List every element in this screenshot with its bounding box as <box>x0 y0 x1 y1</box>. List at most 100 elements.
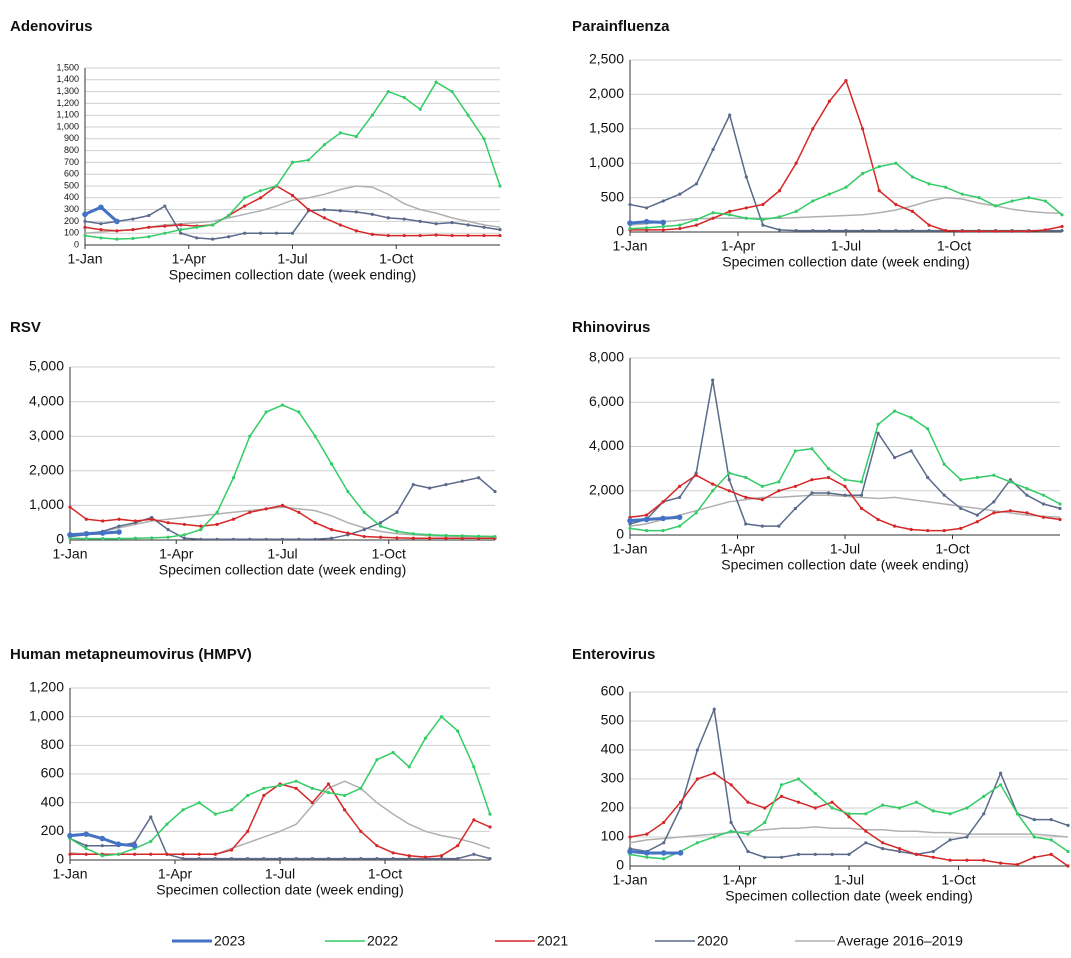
data-point <box>482 137 486 141</box>
data-point <box>418 219 422 223</box>
data-point <box>456 856 460 861</box>
data-point <box>411 483 415 487</box>
data-point <box>482 233 486 238</box>
data-point <box>395 529 399 533</box>
x-axis-label: Specimen collection date (week ending) <box>169 267 416 283</box>
data-point <box>728 209 732 213</box>
data-point <box>115 237 119 241</box>
data-point <box>678 192 682 196</box>
legend-label: 2022 <box>367 933 398 949</box>
x-tick-label: 1-Jul <box>277 251 307 267</box>
data-point <box>115 841 122 848</box>
data-point <box>258 196 263 200</box>
data-point <box>644 528 649 533</box>
data-point <box>1066 864 1070 868</box>
data-point <box>830 852 834 857</box>
data-point <box>466 223 470 227</box>
y-tick-label: 900 <box>64 133 79 143</box>
data-point <box>975 475 979 480</box>
data-point <box>359 786 363 790</box>
y-tick-label: 3,000 <box>29 427 64 443</box>
data-point <box>712 707 716 712</box>
data-point <box>460 479 464 483</box>
data-point <box>179 223 183 227</box>
data-point <box>1058 502 1062 506</box>
data-point <box>262 793 266 798</box>
data-point <box>944 229 948 233</box>
data-point <box>810 491 814 495</box>
data-point <box>844 229 848 233</box>
data-point <box>343 856 347 861</box>
x-tick-label: 1-Jul <box>834 872 864 888</box>
series-line <box>69 506 495 538</box>
data-point <box>643 516 650 523</box>
data-point <box>163 204 167 208</box>
data-point <box>744 475 748 480</box>
data-point <box>942 528 946 533</box>
data-point <box>678 484 682 488</box>
data-point <box>914 800 918 804</box>
data-point <box>313 537 317 541</box>
data-point <box>213 852 217 856</box>
data-point <box>1015 862 1020 867</box>
data-point <box>149 815 153 819</box>
data-point <box>402 95 406 100</box>
data-point <box>777 524 781 528</box>
data-point <box>894 229 898 233</box>
data-point <box>1049 838 1053 842</box>
data-point <box>982 858 986 862</box>
data-point <box>695 777 699 781</box>
data-point <box>796 777 801 781</box>
data-point <box>498 228 502 232</box>
data-point <box>728 113 732 117</box>
data-point <box>133 536 137 540</box>
data-point <box>229 848 234 852</box>
data-point <box>813 806 817 810</box>
data-point <box>199 528 203 532</box>
data-point <box>359 829 363 833</box>
data-point <box>843 493 847 497</box>
data-point <box>628 202 632 207</box>
data-point <box>746 800 750 804</box>
data-point <box>391 750 395 755</box>
data-point <box>927 182 931 186</box>
data-point <box>166 528 170 532</box>
data-point <box>131 228 135 232</box>
data-point <box>661 199 665 203</box>
y-tick-label: 200 <box>601 799 625 815</box>
data-point <box>411 532 415 536</box>
data-point <box>628 835 632 839</box>
data-point <box>662 841 666 845</box>
data-point <box>411 536 415 540</box>
data-point <box>965 806 969 810</box>
data-point <box>258 231 263 235</box>
data-point <box>117 517 121 521</box>
legend-label: 2021 <box>537 933 568 949</box>
data-point <box>948 858 952 862</box>
data-point <box>1049 852 1053 857</box>
data-point <box>1008 509 1012 513</box>
chart-title: Enterovirus <box>572 646 655 663</box>
data-point <box>99 228 103 232</box>
series-line <box>629 826 1069 844</box>
data-point <box>166 535 170 539</box>
data-point <box>460 536 464 540</box>
data-point <box>678 495 682 499</box>
data-point <box>746 832 750 836</box>
data-point <box>280 403 285 407</box>
data-point <box>407 856 411 861</box>
data-point <box>694 218 699 222</box>
data-point <box>678 806 683 810</box>
data-point <box>711 482 715 486</box>
y-tick-label: 1,200 <box>29 679 64 695</box>
data-point <box>278 856 282 861</box>
data-point <box>243 196 247 200</box>
data-point <box>881 847 885 851</box>
data-point <box>418 107 422 111</box>
data-point <box>811 229 815 233</box>
data-point <box>83 233 87 238</box>
data-point <box>297 510 301 514</box>
x-axis-label: Specimen collection date (week ending) <box>722 254 969 270</box>
data-point <box>894 161 898 165</box>
data-point <box>67 532 73 538</box>
